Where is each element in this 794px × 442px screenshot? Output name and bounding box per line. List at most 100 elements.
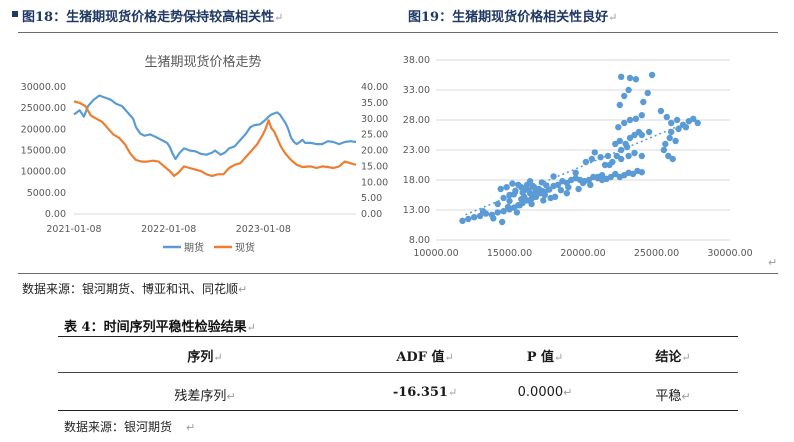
scatter-point [618, 155, 625, 163]
scatter-point [626, 74, 634, 82]
paragraph-mark-icon: ↵ [447, 386, 458, 399]
figure-source-text: 数据来源：银河期货、博亚和讯、同花顺 [22, 282, 239, 296]
scatter-y-tick-label: 23.00 [403, 145, 430, 156]
charts-bottom-rule [18, 273, 778, 274]
scatter-point [601, 161, 609, 169]
paragraph-mark-icon: ↵ [681, 390, 691, 403]
table-header-p: P 值↵ [490, 346, 600, 365]
scatter-x-tick-label: 10000.00 [413, 248, 458, 259]
left-axis-tick-label: 30000.00 [21, 82, 66, 93]
paragraph-mark-icon: ↵ [213, 351, 223, 364]
line-series-group [73, 94, 357, 177]
scatter-point [476, 212, 484, 220]
figure-18-caption-text: 图18：生猪期现货价格走势保持较高相关性 [22, 10, 275, 25]
paragraph-mark-icon: ↵ [226, 390, 236, 403]
scatter-point [631, 149, 638, 157]
x-axis-tick-label: 2021-01-08 [46, 224, 101, 235]
scatter-point [497, 185, 504, 193]
legend-futures-label: 期货 [184, 241, 204, 254]
scatter-point [682, 124, 690, 131]
scatter-point [669, 155, 676, 163]
scatter-point [515, 181, 522, 188]
scatter-point [625, 86, 632, 94]
scatter-point [499, 218, 506, 226]
scatter-point [663, 113, 670, 121]
left-axis-tick-label: 20000.00 [21, 124, 66, 135]
futures-spot-line-chart: 生猪期现货价格走势 0.00 5000.00 10000.00 15000.00 200… [21, 54, 388, 254]
scatter-point [588, 155, 595, 163]
scatter-y-tick-label: 38.00 [403, 55, 430, 66]
scatter-point [554, 181, 562, 188]
paragraph-mark-icon: ↵ [238, 283, 248, 296]
scatter-point [612, 170, 619, 178]
table-4-caption-text: 表 4：时间序列平稳性检验结果 [64, 320, 247, 335]
table-bottom-rule [58, 410, 738, 411]
right-axis-tick-label: 20.00 [361, 146, 388, 157]
line-chart-legend: 期货 现货 [163, 241, 255, 254]
scatter-y-tick-label: 33.00 [403, 85, 430, 96]
scatter-point [638, 112, 645, 119]
scatter-point [509, 180, 516, 187]
scatter-point [690, 115, 697, 123]
scatter-y-tick-label: 8.00 [409, 235, 430, 246]
scatter-point [632, 115, 640, 123]
table-header-p-text: P 值 [526, 350, 555, 365]
scatter-point [503, 184, 510, 191]
scatter-point [618, 73, 625, 80]
scatter-point [616, 137, 623, 145]
scatter-point [632, 76, 640, 83]
x-axis-tick-label: 2023-01-08 [236, 224, 291, 235]
scatter-point [621, 119, 628, 127]
scatter-point [626, 134, 634, 142]
table-cell-p-text: 0.0000 [517, 385, 564, 400]
scatter-point [459, 217, 466, 224]
scatter-point [626, 116, 634, 124]
scatter-point [538, 187, 545, 194]
scatter-x-ticks: 10000.00 15000.00 20000.00 25000.00 30000.00 [413, 248, 752, 259]
x-axis-ticks: 2021-01-08 2022-01-08 2023-01-08 [46, 224, 291, 235]
paragraph-mark-icon: ↵ [768, 256, 778, 269]
right-axis-tick-label: 0.00 [361, 209, 382, 220]
scatter-point [638, 152, 645, 160]
scatter-x-tick-label: 25000.00 [634, 248, 679, 259]
scatter-point [565, 184, 572, 191]
line-chart-title: 生猪期现货价格走势 [144, 54, 261, 70]
scatter-point [543, 182, 550, 189]
paragraph-mark-icon: ↵ [274, 11, 284, 24]
scatter-point [662, 140, 669, 148]
scatter-point [500, 194, 507, 202]
table-header-conclusion: 结论↵ [618, 346, 728, 365]
scatter-y-tick-label: 28.00 [403, 115, 430, 126]
scatter-x-tick-label: 30000.00 [707, 248, 752, 259]
scatter-point [490, 215, 497, 222]
scatter-point [657, 107, 665, 115]
scatter-point [479, 208, 487, 215]
right-axis-tick-label: 5.00 [361, 193, 382, 204]
figure-19-caption: 图19：生猪期现货价格相关性良好↵ [408, 6, 617, 25]
figure-source-note: 数据来源：银河期货、博亚和讯、同花顺↵ [22, 280, 247, 297]
left-axis-tick-label: 10000.00 [21, 167, 66, 178]
scatter-point [550, 173, 557, 180]
scatter-point [594, 175, 601, 182]
scatter-point [510, 191, 518, 198]
scatter-point [666, 134, 673, 142]
scatter-x-tick-label: 20000.00 [560, 248, 605, 259]
table-cell-series-text: 残差序列 [174, 389, 227, 404]
scatter-point [557, 187, 565, 194]
scatter-point [504, 203, 512, 211]
right-axis-tick-label: 35.00 [361, 98, 388, 109]
scatter-point [618, 146, 625, 154]
table-cell-conclusion-text: 平稳 [655, 389, 682, 404]
scatter-y-tick-label: 13.00 [403, 205, 430, 216]
table-header-series: 序列↵ [150, 346, 260, 365]
scatter-point [494, 200, 501, 208]
scatter-point [645, 128, 653, 136]
correlation-scatter-chart: 8.00 13.00 18.00 23.00 28.00 33.00 38.00 10000… [403, 55, 753, 259]
scatter-point [526, 178, 534, 185]
scatter-x-tick-label: 15000.00 [487, 248, 532, 259]
scatter-point [615, 124, 622, 131]
scatter-point [672, 137, 679, 145]
right-axis-tick-label: 30.00 [361, 114, 388, 125]
x-axis-tick-label: 2022-01-08 [141, 224, 196, 235]
scatter-point [591, 149, 598, 156]
